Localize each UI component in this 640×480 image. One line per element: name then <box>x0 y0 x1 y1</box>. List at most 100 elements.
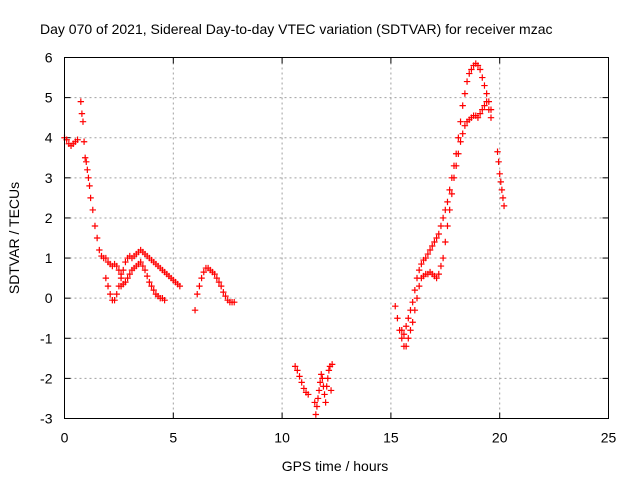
data-point <box>198 274 205 282</box>
data-point <box>407 327 414 334</box>
data-point <box>318 371 325 378</box>
data-point <box>83 158 90 165</box>
data-point <box>104 282 112 290</box>
series-seg-c <box>102 246 184 304</box>
data-point <box>457 138 464 145</box>
data-point <box>211 270 218 278</box>
data-point <box>74 136 81 143</box>
grid-layer <box>64 57 609 419</box>
data-point <box>122 278 129 286</box>
data-point <box>468 66 475 73</box>
data-point <box>77 98 85 105</box>
data-point <box>459 130 466 137</box>
data-point <box>413 294 421 302</box>
data-point <box>161 296 168 304</box>
data-point <box>305 391 312 398</box>
data-point <box>323 383 330 390</box>
series-seg-i <box>398 60 495 338</box>
data-point <box>437 262 445 270</box>
data-point <box>476 110 484 117</box>
data-point <box>400 331 408 338</box>
data-point <box>200 268 207 276</box>
data-point <box>84 166 91 174</box>
data-point <box>496 170 503 178</box>
data-point <box>122 258 129 266</box>
y-tick-label: 2 <box>45 210 53 226</box>
data-point <box>150 286 157 294</box>
data-point <box>315 387 323 394</box>
data-point <box>476 66 484 73</box>
data-point <box>457 118 464 125</box>
data-point <box>120 266 127 274</box>
data-point <box>498 186 506 194</box>
y-tick-label: -2 <box>40 370 53 386</box>
data-point <box>495 158 502 165</box>
data-point <box>89 206 96 214</box>
data-point <box>294 367 301 374</box>
data-point <box>442 238 449 246</box>
data-point <box>392 302 399 310</box>
data-point <box>437 222 445 230</box>
data-point <box>444 198 451 206</box>
data-point <box>407 307 414 314</box>
data-point <box>87 194 94 202</box>
data-point <box>319 375 326 382</box>
data-point <box>113 290 120 298</box>
data-point <box>291 363 299 370</box>
data-point <box>176 282 184 290</box>
x-tick-label: 0 <box>61 430 69 446</box>
y-tick-label: 0 <box>45 290 53 306</box>
x-tick-label: 20 <box>492 430 508 446</box>
data-point <box>487 114 495 121</box>
data-point <box>411 286 419 294</box>
data-point <box>148 282 155 290</box>
data-point <box>113 262 120 270</box>
series-seg-h <box>392 98 495 350</box>
x-tick-label: 25 <box>601 430 617 446</box>
series-seg-f <box>291 363 312 398</box>
data-point <box>126 270 133 278</box>
data-point <box>415 266 423 274</box>
data-point <box>111 296 118 304</box>
marks-layer <box>61 60 508 418</box>
data-point <box>139 262 147 270</box>
y-tick-label: 5 <box>45 90 53 106</box>
data-point <box>485 98 493 105</box>
series-seg-d <box>117 258 168 304</box>
data-point <box>481 82 488 89</box>
data-point <box>424 250 432 258</box>
series-seg-g <box>311 361 336 418</box>
x-axis-label: GPS time / hours <box>282 458 389 474</box>
data-point <box>313 403 321 410</box>
x-tick-label: 10 <box>274 430 290 446</box>
data-point <box>413 274 421 282</box>
data-point <box>435 270 442 278</box>
data-point <box>325 367 333 374</box>
data-point <box>143 272 151 280</box>
data-point <box>409 319 416 326</box>
data-point <box>324 375 331 382</box>
data-point <box>426 246 434 254</box>
data-point <box>499 194 507 202</box>
data-point <box>220 288 227 296</box>
data-point <box>311 399 318 406</box>
data-point <box>418 260 425 268</box>
data-point <box>402 343 410 350</box>
data-point <box>439 254 447 262</box>
data-point <box>461 90 469 97</box>
data-point <box>444 222 451 230</box>
y-tick-label: 6 <box>45 50 53 66</box>
series-seg-j <box>494 148 508 210</box>
data-point <box>91 222 99 230</box>
data-point <box>433 234 440 242</box>
data-point <box>314 395 322 402</box>
data-point <box>497 178 504 186</box>
data-point <box>459 102 466 109</box>
data-point <box>398 335 405 342</box>
data-point <box>433 274 440 282</box>
data-point <box>405 315 412 322</box>
data-point <box>102 254 110 262</box>
data-point <box>474 62 482 69</box>
data-point <box>80 138 88 145</box>
